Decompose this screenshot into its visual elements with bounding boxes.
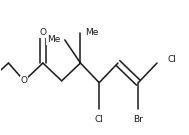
Text: O: O (40, 28, 46, 37)
Text: Cl: Cl (168, 55, 177, 64)
Text: Cl: Cl (95, 115, 104, 124)
Text: O: O (21, 76, 28, 85)
Text: Me: Me (85, 28, 98, 37)
Text: Me: Me (47, 35, 60, 44)
Text: Br: Br (133, 115, 143, 124)
